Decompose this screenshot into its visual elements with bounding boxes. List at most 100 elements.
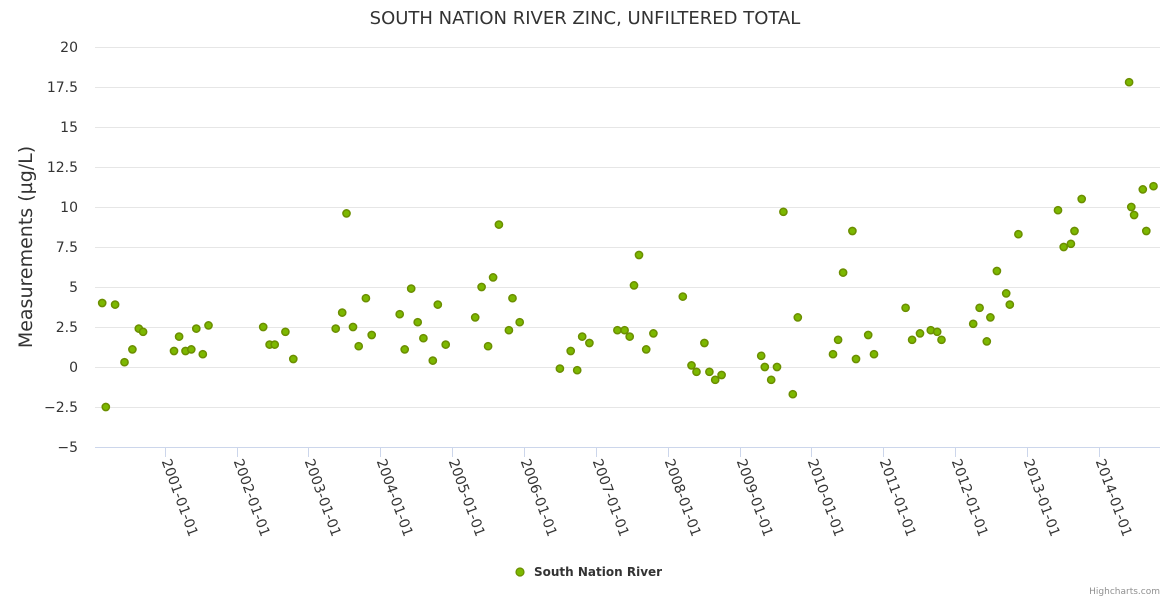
data-point[interactable] [613, 325, 622, 335]
data-point[interactable] [687, 361, 696, 370]
data-point[interactable] [198, 349, 208, 359]
data-point[interactable] [863, 330, 873, 340]
data-point[interactable] [174, 332, 184, 341]
data-point[interactable] [354, 341, 364, 351]
data-point[interactable] [1124, 77, 1134, 87]
data-point[interactable] [756, 351, 766, 361]
data-point[interactable] [620, 325, 629, 335]
data-point[interactable] [678, 292, 688, 301]
data-point[interactable] [508, 293, 517, 303]
data-point[interactable] [760, 362, 770, 372]
data-point[interactable] [1066, 239, 1076, 249]
data-point[interactable] [406, 284, 416, 293]
data-point[interactable] [1059, 242, 1069, 252]
data-point[interactable] [331, 324, 341, 333]
data-point[interactable] [515, 317, 525, 327]
data-point[interactable] [705, 367, 714, 377]
data-point[interactable] [270, 340, 280, 349]
data-point[interactable] [204, 321, 213, 330]
data-point[interactable] [348, 322, 358, 332]
data-point[interactable] [625, 332, 635, 341]
data-point[interactable] [367, 330, 377, 340]
data-point[interactable] [577, 332, 587, 341]
data-point[interactable] [907, 335, 917, 345]
data-point[interactable] [772, 362, 782, 372]
data-point[interactable] [1001, 289, 1011, 298]
data-points[interactable] [97, 77, 1158, 412]
data-point[interactable] [128, 345, 137, 354]
data-point[interactable] [1138, 185, 1148, 194]
data-point[interactable] [629, 281, 639, 290]
data-point[interactable] [566, 346, 576, 356]
data-point[interactable] [766, 375, 776, 385]
data-point[interactable] [1141, 226, 1151, 236]
data-point[interactable] [869, 349, 879, 359]
data-point[interactable] [555, 364, 565, 373]
data-point[interactable] [191, 324, 201, 333]
data-point[interactable] [915, 329, 925, 338]
data-point[interactable] [851, 354, 861, 364]
data-point[interactable] [120, 357, 129, 367]
data-point[interactable] [413, 317, 423, 327]
data-point[interactable] [1126, 202, 1136, 212]
data-point[interactable] [932, 327, 942, 337]
data-point[interactable] [1077, 194, 1087, 204]
credits-link[interactable]: Highcharts.com [1089, 587, 1160, 597]
data-point[interactable] [1149, 181, 1158, 191]
data-point[interactable] [110, 300, 120, 309]
data-point[interactable] [337, 308, 347, 317]
data-point[interactable] [975, 303, 984, 313]
data-point[interactable] [477, 282, 486, 292]
data-point[interactable] [901, 303, 910, 313]
data-point[interactable] [488, 273, 498, 282]
data-point[interactable] [838, 268, 848, 277]
data-point[interactable] [986, 313, 995, 322]
data-point[interactable] [419, 333, 428, 343]
data-point[interactable] [1053, 205, 1063, 215]
data-point[interactable] [342, 209, 351, 218]
data-point[interactable] [169, 346, 179, 356]
data-point[interactable] [494, 220, 504, 229]
data-point[interactable] [361, 293, 371, 303]
data-point[interactable] [1014, 229, 1023, 239]
data-point[interactable] [97, 298, 107, 308]
data-point[interactable] [395, 309, 405, 319]
data-point[interactable] [504, 325, 514, 335]
data-point[interactable] [572, 365, 582, 375]
data-point[interactable] [937, 335, 946, 345]
data-point[interactable] [833, 335, 843, 345]
data-point[interactable] [717, 370, 726, 380]
data-point[interactable] [700, 338, 709, 348]
data-point[interactable] [138, 327, 148, 337]
data-point[interactable] [281, 327, 290, 337]
data-point[interactable] [828, 349, 838, 359]
data-point[interactable] [692, 367, 701, 377]
data-point[interactable] [1005, 300, 1015, 309]
data-point[interactable] [400, 345, 410, 354]
data-point[interactable] [793, 313, 803, 322]
data-point[interactable] [710, 375, 720, 385]
data-point[interactable] [483, 341, 493, 351]
data-point[interactable] [779, 207, 788, 217]
data-point[interactable] [992, 266, 1002, 276]
data-point[interactable] [186, 345, 196, 354]
data-point[interactable] [1070, 226, 1079, 236]
data-point[interactable] [649, 329, 658, 338]
data-point[interactable] [788, 389, 798, 399]
data-point[interactable] [1129, 210, 1139, 220]
data-point[interactable] [848, 226, 857, 236]
data-point[interactable] [968, 319, 978, 329]
data-point[interactable] [641, 345, 651, 354]
data-point[interactable] [433, 300, 443, 309]
data-point[interactable] [441, 340, 451, 349]
y-tick-label: 17.5 [47, 80, 78, 96]
data-point[interactable] [982, 337, 992, 346]
data-point[interactable] [585, 338, 594, 348]
data-point[interactable] [101, 402, 111, 412]
data-point[interactable] [288, 354, 298, 364]
data-point[interactable] [428, 356, 438, 365]
legend-item[interactable]: South Nation River [515, 565, 662, 579]
data-point[interactable] [634, 250, 644, 260]
data-point[interactable] [258, 322, 268, 332]
data-point[interactable] [470, 313, 480, 322]
